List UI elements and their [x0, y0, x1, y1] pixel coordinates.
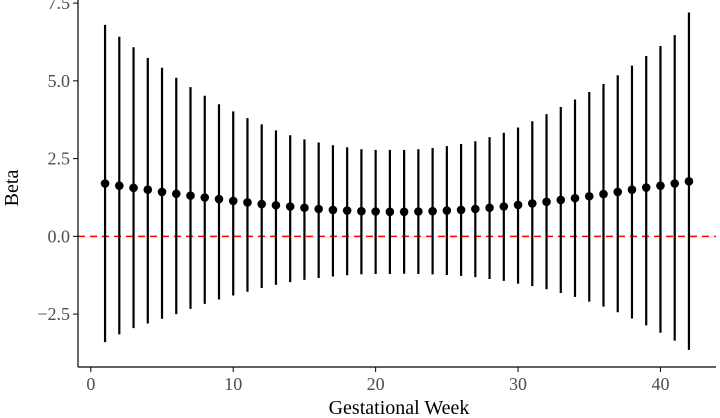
error-bar-layer [103, 12, 691, 350]
data-point [371, 207, 380, 216]
data-point [556, 195, 566, 205]
x-tick-label: 10 [224, 374, 242, 394]
tick-layer: 0 10 20 30 40 −2.5 0.0 2.5 5.0 7.5 [37, 0, 669, 394]
data-point [100, 179, 110, 188]
data-point [300, 203, 309, 213]
data-point [328, 205, 338, 215]
data-point [641, 183, 651, 192]
data-point [314, 204, 323, 214]
data-point [584, 191, 594, 201]
data-point [456, 205, 466, 215]
data-point [157, 187, 167, 197]
data-point [385, 207, 395, 217]
data-point [613, 187, 623, 197]
x-tick-label: 30 [509, 374, 527, 394]
data-point [285, 202, 295, 211]
data-point [257, 199, 267, 209]
y-axis-title: Beta [1, 170, 23, 207]
y-tick-label: 7.5 [48, 0, 71, 13]
data-point [471, 204, 480, 214]
data-point [428, 206, 437, 216]
data-point [228, 196, 238, 206]
y-tick-label: 2.5 [48, 149, 71, 169]
data-point [129, 183, 138, 193]
data-point [656, 181, 665, 190]
data-point [542, 197, 551, 207]
x-tick-label: 0 [86, 374, 95, 394]
data-point [243, 198, 252, 207]
y-tick-label: −2.5 [37, 304, 70, 324]
x-tick-label: 40 [651, 374, 669, 394]
data-point [414, 207, 423, 216]
data-point [357, 206, 366, 216]
data-point [200, 193, 210, 202]
data-point [442, 206, 452, 215]
data-point [143, 185, 153, 195]
data-point [186, 191, 195, 200]
data-point [570, 193, 580, 203]
data-point [513, 200, 523, 210]
data-point [271, 200, 281, 210]
data-point [114, 181, 124, 190]
y-tick-label: 0.0 [48, 226, 71, 246]
x-tick-label: 20 [367, 374, 385, 394]
axis-layer [77, 0, 716, 368]
data-point [670, 179, 680, 188]
y-tick-label: 5.0 [48, 71, 71, 91]
data-point [485, 203, 494, 213]
data-point [627, 185, 637, 195]
x-axis-title: Gestational Week [329, 397, 470, 418]
point-layer [100, 177, 694, 217]
data-point [342, 206, 352, 215]
data-point [527, 199, 537, 208]
data-point [171, 189, 181, 199]
data-point [499, 202, 509, 211]
data-point [599, 189, 608, 199]
data-point [684, 177, 694, 186]
data-point [399, 207, 409, 217]
data-point [214, 194, 224, 204]
